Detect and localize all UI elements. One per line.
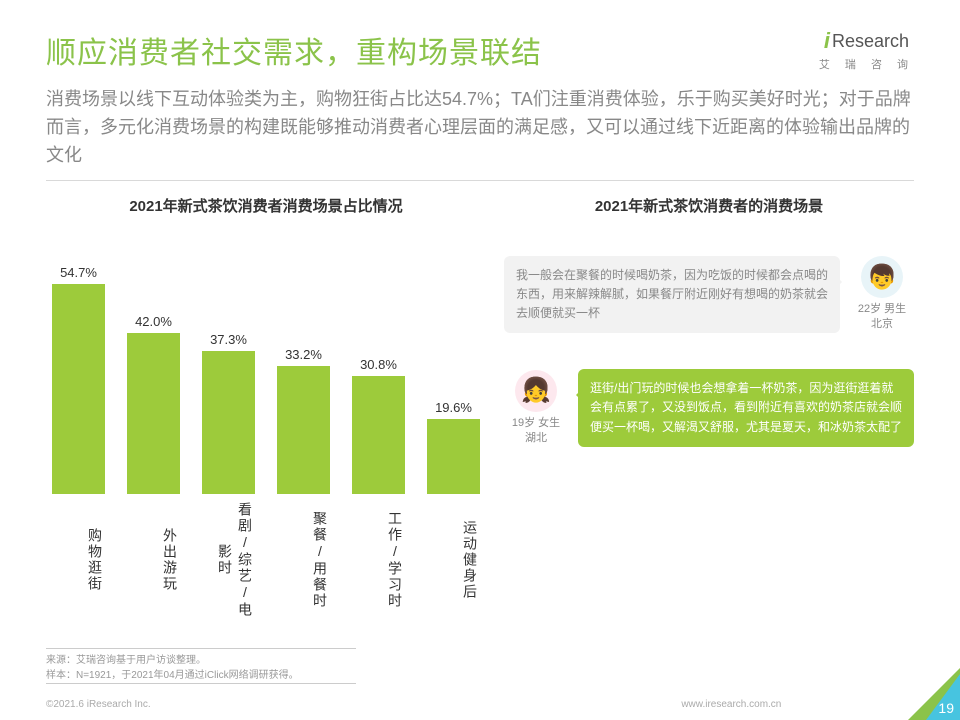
persona-2-line1: 19岁 女生 — [512, 416, 560, 431]
subtitle: 消费场景以线下互动体验类为主，购物狂街占比达54.7%；TA们注重消费体验，乐于… — [46, 86, 914, 170]
logo-subtext: 艾 瑞 咨 询 — [819, 56, 914, 72]
quote-bubble-1: 我一般会在聚餐的时候喝奶茶，因为吃饭的时候都会点喝的东西，用来解辣解腻，如果餐厅… — [504, 256, 840, 334]
bar-rect-2 — [202, 351, 255, 494]
left-chart-title: 2021年新式茶饮消费者消费场景占比情况 — [46, 195, 486, 216]
bar-value-2: 37.3% — [210, 332, 247, 347]
page-number: 19 — [938, 700, 954, 716]
logo: i Research 艾 瑞 咨 询 — [819, 28, 914, 72]
xlabel-1: 外出游玩 — [127, 500, 180, 620]
divider — [46, 180, 914, 181]
site-url: www.iresearch.com.cn — [681, 699, 781, 710]
right-section-title: 2021年新式茶饮消费者的消费场景 — [504, 195, 914, 216]
bar-3: 33.2% — [277, 347, 330, 493]
footnote-1: 来源：艾瑞咨询基于用户访谈整理。 — [46, 651, 356, 666]
header: 顺应消费者社交需求，重构场景联结 i Research 艾 瑞 咨 询 — [46, 28, 914, 72]
persona-1: 👦 22岁 男生 北京 — [850, 256, 914, 333]
bar-value-3: 33.2% — [285, 347, 322, 362]
logo-i-icon: i — [824, 28, 830, 54]
avatar-girl-icon: 👧 — [515, 370, 557, 412]
bar-4: 30.8% — [352, 357, 405, 494]
bar-chart: 54.7% 42.0% 37.3% 33.2% 30.8% 19.6% 购物逛街外出游玩看… — [46, 244, 486, 620]
persona-2: 👧 19岁 女生 湖北 — [504, 370, 568, 447]
bar-rect-0 — [52, 284, 105, 494]
xlabel-3: 聚餐/用餐时 — [277, 500, 330, 620]
bar-rect-5 — [427, 419, 480, 494]
footnotes: 来源：艾瑞咨询基于用户访谈整理。 样本：N=1921，于2021年04月通过iC… — [46, 648, 356, 684]
bar-2: 37.3% — [202, 332, 255, 494]
quote-row-2: 👧 19岁 女生 湖北 逛街/出门玩的时候也会想拿着一杯奶茶，因为逛街逛着就会有… — [504, 369, 914, 447]
persona-1-line2: 北京 — [858, 317, 906, 332]
page-title: 顺应消费者社交需求，重构场景联结 — [46, 28, 542, 72]
bar-value-1: 42.0% — [135, 314, 172, 329]
xlabel-2: 看剧/综艺/电影时 — [202, 500, 255, 620]
bar-value-5: 19.6% — [435, 400, 472, 415]
bar-rect-3 — [277, 366, 330, 493]
logo-text: Research — [832, 31, 909, 52]
persona-2-line2: 湖北 — [512, 431, 560, 446]
persona-1-line1: 22岁 男生 — [858, 302, 906, 317]
bar-0: 54.7% — [52, 265, 105, 494]
bar-rect-4 — [352, 376, 405, 494]
xlabel-0: 购物逛街 — [52, 500, 105, 620]
copyright: ©2021.6 iResearch Inc. — [46, 699, 151, 710]
bar-rect-1 — [127, 333, 180, 494]
quote-bubble-2: 逛街/出门玩的时候也会想拿着一杯奶茶，因为逛街逛着就会有点累了，又没到饭点，看到… — [578, 369, 914, 447]
bar-value-0: 54.7% — [60, 265, 97, 280]
footnote-2: 样本：N=1921，于2021年04月通过iClick网络调研获得。 — [46, 666, 356, 681]
xlabel-4: 工作/学习时 — [352, 500, 405, 620]
xlabel-5: 运动健身后 — [427, 500, 480, 620]
quote-row-1: 我一般会在聚餐的时候喝奶茶，因为吃饭的时候都会点喝的东西，用来解辣解腻，如果餐厅… — [504, 256, 914, 334]
bar-5: 19.6% — [427, 400, 480, 494]
avatar-boy-icon: 👦 — [861, 256, 903, 298]
bar-1: 42.0% — [127, 314, 180, 494]
bar-value-4: 30.8% — [360, 357, 397, 372]
